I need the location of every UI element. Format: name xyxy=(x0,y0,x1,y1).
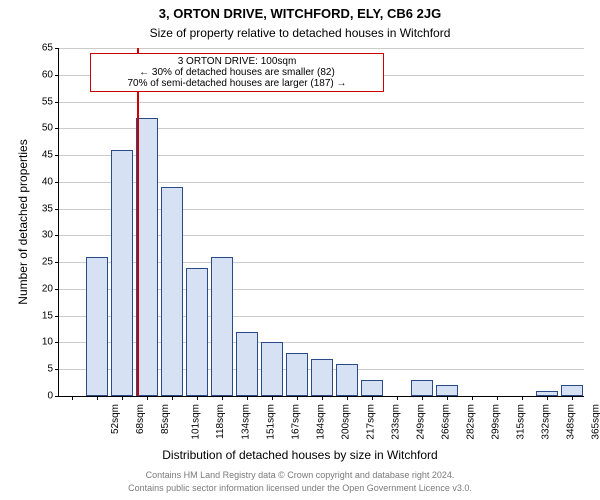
x-tick-mark xyxy=(472,396,473,400)
x-tick-mark xyxy=(347,396,348,400)
x-tick-mark xyxy=(297,396,298,400)
x-tick-label: 249sqm xyxy=(415,400,426,440)
x-tick-label: 184sqm xyxy=(315,400,326,440)
bar xyxy=(561,385,583,396)
bar xyxy=(411,380,433,396)
x-tick-label: 101sqm xyxy=(190,400,201,440)
bar xyxy=(336,364,358,396)
y-tick-label: 15 xyxy=(42,310,59,321)
y-tick-label: 20 xyxy=(42,283,59,294)
x-tick-mark xyxy=(222,396,223,400)
x-tick-label: 68sqm xyxy=(135,400,146,434)
x-tick-mark xyxy=(422,396,423,400)
x-tick-mark xyxy=(247,396,248,400)
y-tick-label: 35 xyxy=(42,203,59,214)
x-tick-label: 266sqm xyxy=(440,400,451,440)
bar xyxy=(236,332,258,396)
bar xyxy=(286,353,308,396)
x-tick-mark xyxy=(372,396,373,400)
x-axis-label: Distribution of detached houses by size … xyxy=(0,448,600,462)
x-tick-label: 200sqm xyxy=(340,400,351,440)
plot-area: 0510152025303540455055606552sqm68sqm85sq… xyxy=(58,48,584,397)
annotation-line3: 70% of semi-detached houses are larger (… xyxy=(97,78,377,89)
x-tick-label: 85sqm xyxy=(160,400,171,434)
annotation-box: 3 ORTON DRIVE: 100sqm ← 30% of detached … xyxy=(90,53,384,92)
marker-line xyxy=(137,48,139,396)
footnote-2: Contains public sector information licen… xyxy=(0,483,600,493)
bar xyxy=(261,342,283,396)
y-tick-label: 40 xyxy=(42,176,59,187)
y-tick-label: 0 xyxy=(47,391,59,402)
x-tick-mark xyxy=(72,396,73,400)
y-tick-label: 55 xyxy=(42,96,59,107)
x-tick-label: 52sqm xyxy=(110,400,121,434)
y-tick-label: 60 xyxy=(42,69,59,80)
bar xyxy=(136,118,158,396)
x-tick-mark xyxy=(147,396,148,400)
x-tick-label: 151sqm xyxy=(265,400,276,440)
x-tick-label: 167sqm xyxy=(290,400,301,440)
bar xyxy=(361,380,383,396)
x-tick-label: 348sqm xyxy=(565,400,576,440)
bar xyxy=(311,359,333,396)
x-tick-mark xyxy=(172,396,173,400)
x-tick-label: 315sqm xyxy=(515,400,526,440)
x-tick-mark xyxy=(447,396,448,400)
footnote-1: Contains HM Land Registry data © Crown c… xyxy=(0,470,600,480)
y-tick-label: 10 xyxy=(42,337,59,348)
y-tick-label: 50 xyxy=(42,123,59,134)
x-tick-mark xyxy=(547,396,548,400)
annotation-line1: 3 ORTON DRIVE: 100sqm xyxy=(97,56,377,67)
bar xyxy=(186,268,208,396)
y-tick-label: 45 xyxy=(42,150,59,161)
bar xyxy=(211,257,233,396)
y-tick-label: 65 xyxy=(42,43,59,54)
bar xyxy=(161,187,183,396)
x-tick-mark xyxy=(572,396,573,400)
x-tick-label: 233sqm xyxy=(390,400,401,440)
y-tick-label: 30 xyxy=(42,230,59,241)
bar xyxy=(86,257,108,396)
x-tick-label: 134sqm xyxy=(240,400,251,440)
bar xyxy=(436,385,458,396)
x-tick-label: 118sqm xyxy=(214,400,225,439)
x-tick-label: 217sqm xyxy=(365,400,376,440)
x-tick-label: 299sqm xyxy=(490,400,501,440)
x-tick-label: 365sqm xyxy=(590,400,600,440)
bar xyxy=(111,150,133,396)
x-tick-mark xyxy=(272,396,273,400)
chart-title: 3, ORTON DRIVE, WITCHFORD, ELY, CB6 2JG xyxy=(0,6,600,21)
annotation-line2: ← 30% of detached houses are smaller (82… xyxy=(97,67,377,78)
y-tick-label: 5 xyxy=(47,364,59,375)
x-tick-mark xyxy=(397,396,398,400)
x-tick-mark xyxy=(522,396,523,400)
x-tick-label: 332sqm xyxy=(540,400,551,440)
y-axis-label: Number of detached properties xyxy=(16,48,30,396)
x-tick-mark xyxy=(497,396,498,400)
chart-subtitle: Size of property relative to detached ho… xyxy=(0,26,600,40)
x-tick-mark xyxy=(122,396,123,400)
x-tick-mark xyxy=(197,396,198,400)
y-tick-label: 25 xyxy=(42,257,59,268)
x-tick-label: 282sqm xyxy=(465,400,476,440)
x-tick-mark xyxy=(97,396,98,400)
x-tick-mark xyxy=(322,396,323,400)
